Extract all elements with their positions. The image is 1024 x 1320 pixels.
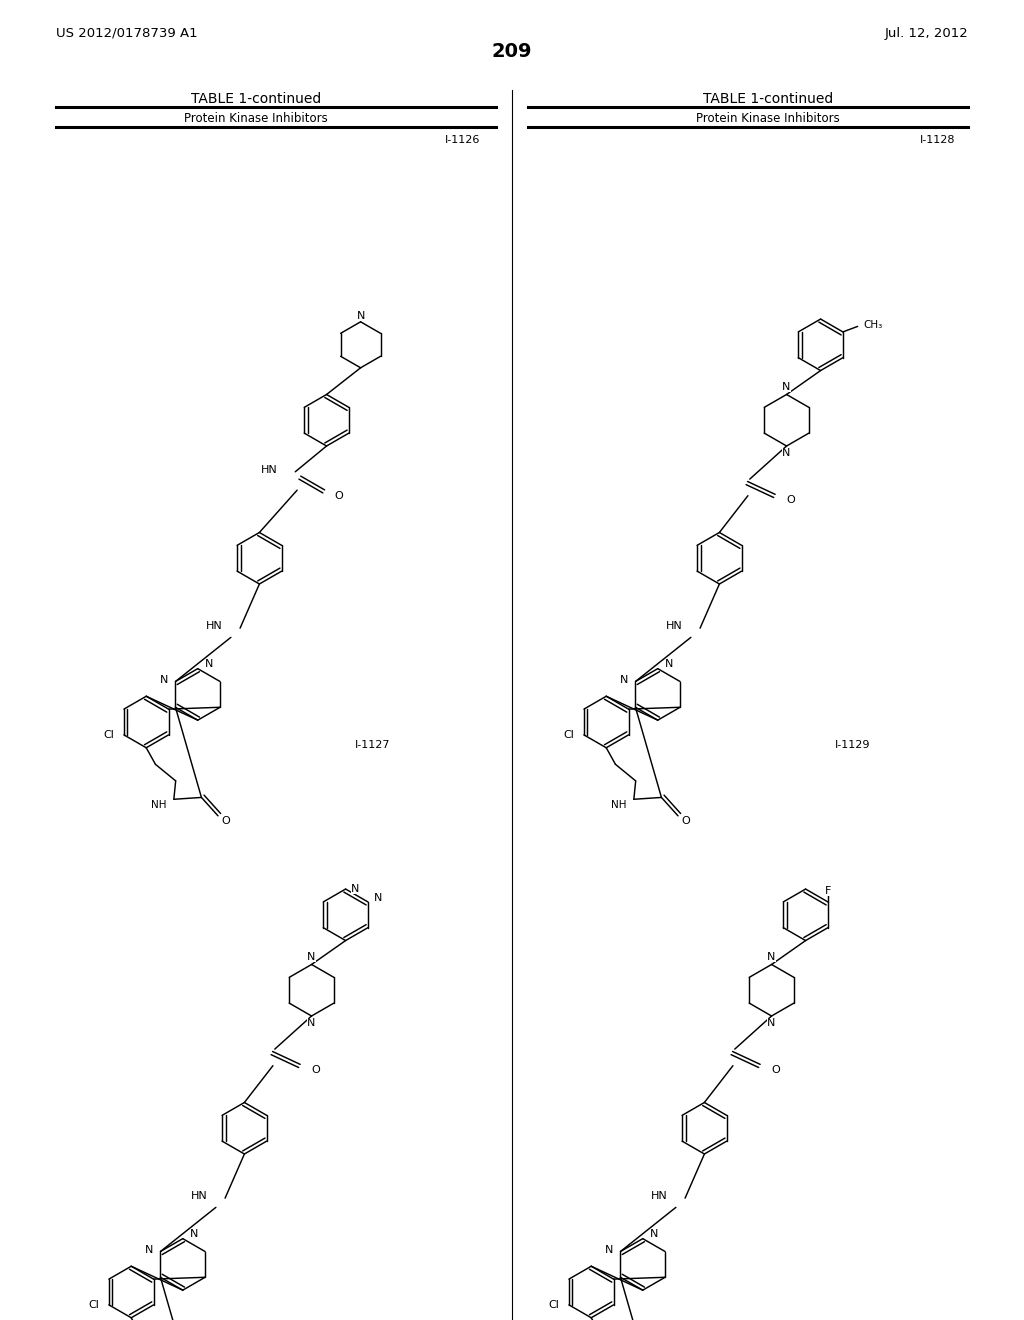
Text: O: O	[311, 1065, 321, 1076]
Text: N: N	[205, 659, 213, 669]
Text: N: N	[356, 310, 365, 321]
Text: O: O	[771, 1065, 780, 1076]
Text: NH: NH	[611, 800, 627, 809]
Text: O: O	[786, 495, 796, 506]
Text: N: N	[351, 884, 359, 894]
Text: I-1127: I-1127	[354, 741, 390, 750]
Text: I-1128: I-1128	[920, 135, 955, 145]
Text: I-1126: I-1126	[444, 135, 480, 145]
Text: Jul. 12, 2012: Jul. 12, 2012	[885, 26, 968, 40]
Text: HN: HN	[190, 1192, 208, 1201]
Text: Cl: Cl	[103, 730, 115, 741]
Text: CH₃: CH₃	[863, 319, 883, 330]
Text: N: N	[666, 659, 674, 669]
Text: HN: HN	[261, 465, 278, 475]
Text: O: O	[334, 491, 343, 500]
Text: N: N	[605, 1245, 613, 1255]
Text: Cl: Cl	[89, 1300, 99, 1309]
Text: N: N	[620, 675, 628, 685]
Text: TABLE 1-continued: TABLE 1-continued	[190, 92, 322, 106]
Text: 209: 209	[492, 42, 532, 61]
Text: I-1129: I-1129	[835, 741, 870, 750]
Text: N: N	[307, 953, 315, 962]
Text: NH: NH	[151, 800, 167, 809]
Text: Protein Kinase Inhibitors: Protein Kinase Inhibitors	[696, 112, 840, 125]
Text: N: N	[650, 1229, 658, 1239]
Text: N: N	[144, 1245, 154, 1255]
Text: N: N	[767, 953, 776, 962]
Text: US 2012/0178739 A1: US 2012/0178739 A1	[56, 26, 198, 40]
Text: Protein Kinase Inhibitors: Protein Kinase Inhibitors	[184, 112, 328, 125]
Text: HN: HN	[206, 622, 222, 631]
Text: HN: HN	[666, 622, 683, 631]
Text: N: N	[374, 894, 382, 903]
Text: N: N	[190, 1229, 199, 1239]
Text: Cl: Cl	[549, 1300, 560, 1309]
Text: N: N	[782, 383, 791, 392]
Text: Cl: Cl	[564, 730, 574, 741]
Text: N: N	[782, 447, 791, 458]
Text: O: O	[221, 816, 230, 826]
Text: F: F	[824, 886, 831, 896]
Text: TABLE 1-continued: TABLE 1-continued	[702, 92, 834, 106]
Text: O: O	[682, 816, 690, 826]
Text: HN: HN	[651, 1192, 668, 1201]
Text: N: N	[160, 675, 168, 685]
Text: N: N	[767, 1018, 776, 1028]
Text: N: N	[307, 1018, 315, 1028]
